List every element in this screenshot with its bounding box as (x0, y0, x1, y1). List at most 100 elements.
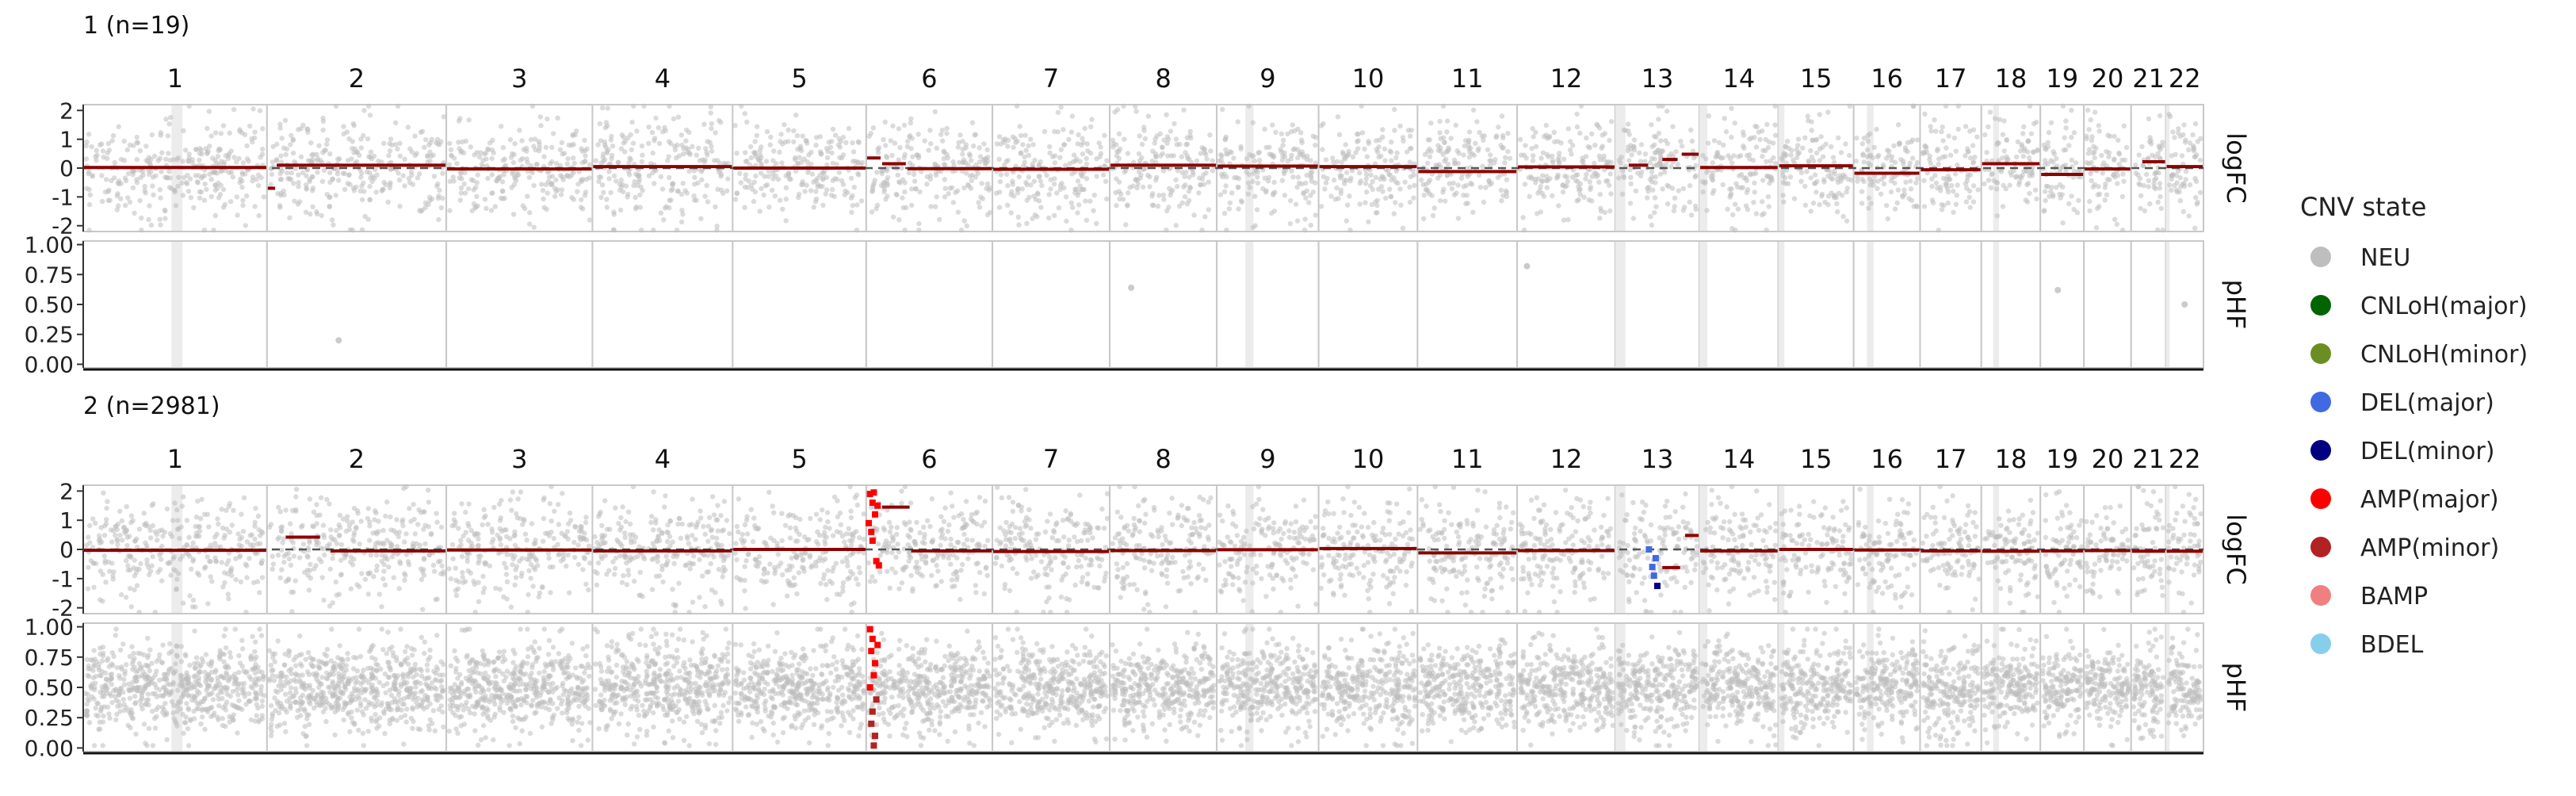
neu-point (1946, 201, 1951, 205)
gap-band (1699, 242, 1707, 367)
neu-point (946, 155, 950, 160)
neu-point (1752, 124, 1757, 128)
neu-point (565, 156, 570, 161)
neu-point (508, 137, 513, 142)
neu-point (932, 162, 937, 166)
neu-point (1196, 190, 1201, 195)
neu-point (1094, 221, 1099, 226)
neu-point (985, 212, 990, 217)
neu-point (319, 496, 323, 500)
neu-point (1147, 184, 1152, 189)
neu-point (657, 141, 662, 146)
neu-point (849, 210, 854, 215)
neu-point (1104, 197, 1109, 201)
neu-point (1972, 155, 1977, 159)
neu-point (691, 193, 696, 198)
neu-point (721, 564, 726, 569)
neu-point (675, 522, 680, 526)
neu-point (146, 217, 151, 222)
neu-point (621, 553, 626, 557)
neu-point (1441, 104, 1446, 109)
neu-point (2120, 171, 2125, 176)
neu-point (2060, 220, 2065, 225)
neu-point (1101, 172, 1106, 177)
neu-point (1291, 147, 1296, 152)
neu-point (1643, 151, 1648, 156)
neu-point (575, 189, 579, 194)
neu-point (453, 578, 458, 583)
neu-point (554, 189, 559, 193)
neu-point (984, 161, 988, 166)
neu-point (545, 117, 549, 121)
neu-point (626, 572, 631, 577)
neu-point (1715, 150, 1720, 155)
neu-point (1905, 140, 1910, 145)
neu-point (849, 515, 854, 520)
neu-point (366, 506, 371, 511)
neu-point (818, 184, 823, 189)
neu-point (1200, 145, 1205, 150)
neu-point (1133, 104, 1137, 109)
neu-point (359, 145, 364, 150)
neu-point (704, 570, 709, 575)
neu-point (965, 224, 969, 228)
gap-band (2166, 242, 2170, 367)
neu-point (196, 524, 201, 529)
neu-point (1374, 147, 1379, 151)
neu-point (924, 182, 929, 186)
chrom-frame-20 (2084, 241, 2131, 368)
neu-point (1561, 189, 1565, 194)
neu-point (753, 557, 758, 562)
neu-point (747, 178, 751, 183)
neu-point (824, 597, 829, 602)
neu-point (847, 538, 852, 543)
neu-point (86, 170, 91, 174)
neu-point (1744, 204, 1749, 209)
neu-point (549, 159, 554, 164)
neu-point (1122, 170, 1127, 174)
neu-point (305, 553, 310, 558)
neu-point (1752, 135, 1756, 140)
neu-point (782, 122, 786, 127)
chrom-label-1: 1 (167, 444, 183, 474)
gap-band (1245, 242, 1253, 367)
neu-point (310, 188, 315, 193)
neu-point (916, 221, 921, 226)
neu-point (694, 153, 699, 158)
neu-point (531, 584, 536, 588)
neu-point (714, 517, 719, 522)
neu-point (960, 151, 965, 156)
neu-point (793, 526, 798, 530)
neu-point (709, 121, 714, 126)
neu-point (1097, 140, 1102, 145)
neu-point (1936, 147, 1940, 151)
neu-point (1530, 146, 1535, 151)
neu-point (276, 505, 281, 510)
neu-point (205, 554, 210, 559)
neu-point (847, 126, 851, 131)
neu-point (1561, 157, 1566, 162)
neu-point (529, 562, 533, 567)
neu-point (1603, 178, 1608, 183)
neu-point (1665, 201, 1670, 206)
neu-point (197, 158, 201, 163)
neu-point (2157, 170, 2161, 175)
neu-point (304, 126, 309, 131)
neu-point (774, 161, 778, 166)
neu-point (1452, 161, 1457, 166)
neu-point (1358, 201, 1363, 206)
neu-point (1806, 118, 1810, 123)
neu-point (1373, 199, 1378, 204)
neu-point (1092, 193, 1097, 197)
neu-point (1583, 176, 1588, 181)
neu-point (722, 499, 727, 503)
neu-point (419, 577, 424, 582)
neu-point (1618, 160, 1622, 165)
neu-point (583, 193, 587, 197)
neu-point (1015, 190, 1020, 195)
neu-point (167, 185, 172, 189)
neu-point (950, 503, 954, 508)
neu-point (1064, 194, 1068, 199)
neu-point (1733, 228, 1737, 232)
neu-point (957, 597, 962, 602)
